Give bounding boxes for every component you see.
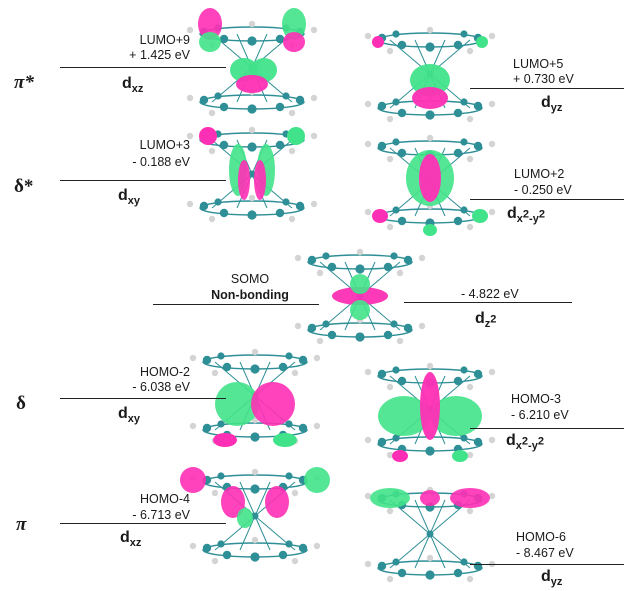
lumo5-label: LUMO+5: [513, 57, 564, 71]
symmetry-pi-star: π*: [14, 72, 34, 93]
lumo3-level-line: [60, 180, 226, 181]
symmetry-delta: δ: [16, 393, 26, 414]
homo2-orbital: dxy: [118, 405, 141, 426]
homo4-orbital: dxz: [120, 529, 142, 550]
homo6-orbital: dyz: [541, 568, 563, 589]
homo2-energy: - 6.038 eV: [132, 380, 190, 394]
lumo9-label: LUMO+9: [139, 33, 190, 47]
homo4-level-line: [60, 523, 226, 524]
homo3-orbital: dx2-y2: [506, 432, 544, 453]
lumo5-orbital: dyz: [541, 94, 563, 115]
homo6-energy: - 8.467 eV: [516, 546, 574, 560]
symmetry-delta-star: δ*: [14, 176, 34, 197]
somo-level-line-left: [153, 304, 319, 305]
lumo2-label: LUMO+2: [514, 167, 565, 181]
lumo3-orbital: dxy: [118, 187, 141, 208]
lumo9-orbital: dxz: [122, 75, 144, 96]
somo-type: Non-bonding: [211, 288, 289, 302]
lumo5-level-line: [470, 88, 624, 89]
lumo3-label: LUMO+3: [139, 138, 190, 152]
homo3-energy: - 6.210 eV: [511, 408, 569, 422]
lumo5-energy: + 0.730 eV: [513, 72, 574, 86]
somo-label: SOMO: [230, 272, 270, 286]
somo-orbital: dz2: [475, 310, 497, 331]
homo6-level-line: [470, 564, 624, 565]
lumo3-energy: - 0.188 eV: [132, 155, 190, 169]
somo-energy: - 4.822 eV: [461, 287, 519, 301]
symmetry-pi: π: [16, 514, 27, 535]
somo-level-line-right: [404, 302, 572, 303]
lumo9-level-line: [60, 67, 226, 68]
homo2-level-line: [60, 398, 226, 399]
homo6-label: HOMO-6: [516, 530, 566, 544]
lumo2-orbital: dx2-y2: [507, 205, 545, 226]
homo2-label: HOMO-2: [140, 365, 190, 379]
homo3-level-line: [470, 428, 624, 429]
lumo2-energy: - 0.250 eV: [514, 183, 572, 197]
lumo9-energy: + 1.425 eV: [129, 48, 190, 62]
homo3-label: HOMO-3: [511, 392, 561, 406]
lumo2-level-line: [470, 199, 624, 200]
homo4-label: HOMO-4: [140, 492, 190, 506]
homo4-energy: - 6.713 eV: [132, 508, 190, 522]
